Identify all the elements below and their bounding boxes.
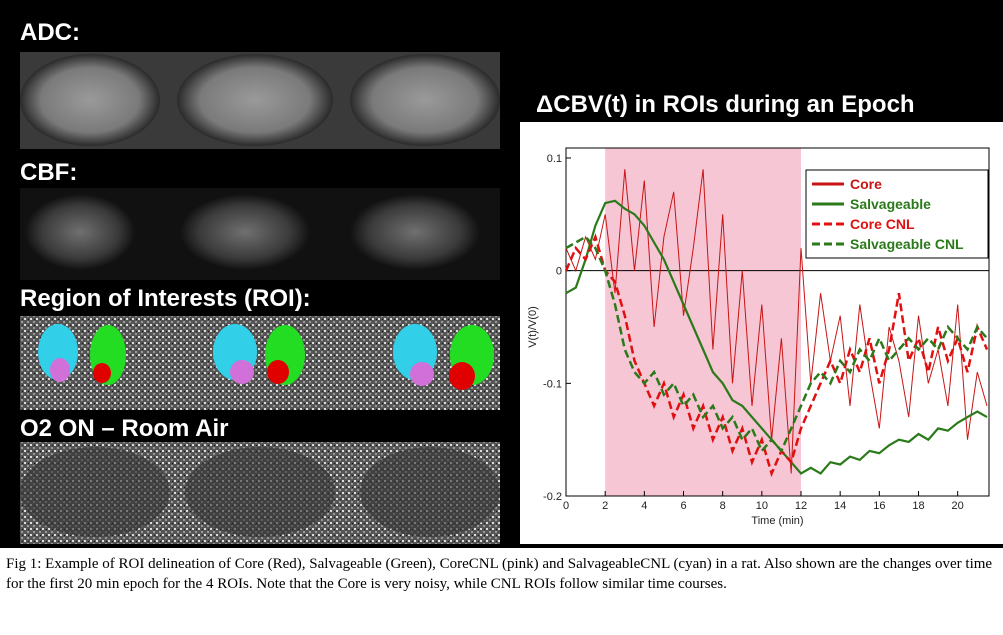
epoch-shade bbox=[605, 148, 801, 496]
legend-label: Salvageable CNL bbox=[850, 236, 964, 252]
figure: ADC: CBF: Region of Interests (ROI): O2 … bbox=[0, 0, 1003, 548]
y-tick-label: 0 bbox=[556, 266, 562, 278]
y-axis-label: V(t)/V(0) bbox=[527, 306, 539, 348]
x-tick-label: 18 bbox=[912, 500, 924, 512]
adc-images bbox=[20, 52, 500, 149]
x-tick-label: 8 bbox=[720, 500, 726, 512]
x-tick-label: 16 bbox=[873, 500, 885, 512]
panel-label: ADC: bbox=[20, 19, 80, 46]
legend-label: Core bbox=[850, 176, 882, 192]
y-tick-label: -0.1 bbox=[543, 378, 562, 390]
x-tick-label: 2 bbox=[602, 500, 608, 512]
panel-label: CBF: bbox=[20, 159, 77, 186]
y-tick-label: -0.2 bbox=[543, 491, 562, 503]
y-tick-label: 0.1 bbox=[547, 153, 562, 165]
page: ADC: CBF: Region of Interests (ROI): O2 … bbox=[0, 0, 1003, 635]
x-tick-label: 10 bbox=[756, 500, 768, 512]
x-tick-label: 0 bbox=[563, 500, 569, 512]
x-tick-label: 12 bbox=[795, 500, 807, 512]
panel-label: Region of Interests (ROI): bbox=[20, 285, 311, 312]
x-axis-label: Time (min) bbox=[751, 515, 803, 527]
legend-label: Salvageable bbox=[850, 196, 931, 212]
cbf-images bbox=[20, 188, 500, 280]
x-tick-label: 4 bbox=[641, 500, 647, 512]
x-tick-label: 20 bbox=[952, 500, 964, 512]
roi-images bbox=[20, 316, 500, 410]
x-tick-label: 6 bbox=[680, 500, 686, 512]
o2-images bbox=[20, 442, 500, 544]
panel-label: O2 ON – Room Air bbox=[20, 415, 228, 442]
caption: Fig 1: Example of ROI delineation of Cor… bbox=[6, 554, 1001, 594]
x-tick-label: 14 bbox=[834, 500, 846, 512]
chart-title: ΔCBV(t) in ROIs during an Epoch bbox=[536, 91, 915, 118]
legend-label: Core CNL bbox=[850, 216, 915, 232]
